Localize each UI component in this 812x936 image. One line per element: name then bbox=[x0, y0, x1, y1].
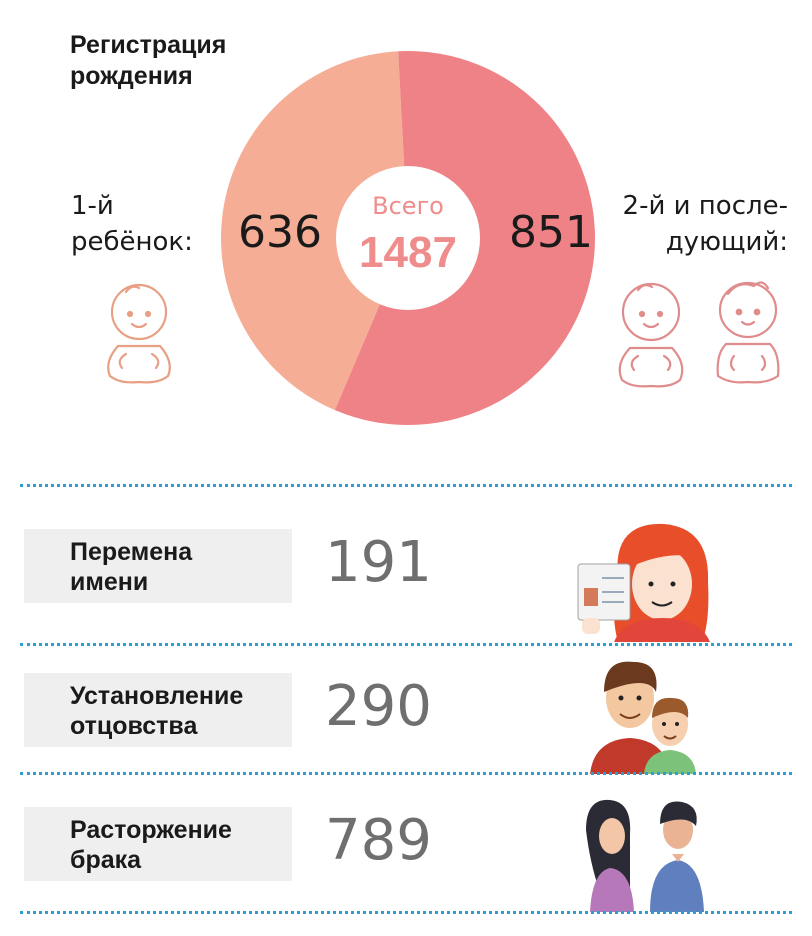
paternity-label: Установление отцовства bbox=[24, 673, 292, 747]
father-and-son-icon bbox=[590, 661, 696, 774]
baby-icon bbox=[618, 282, 684, 388]
baby-icon bbox=[107, 283, 171, 384]
slice-first-child bbox=[221, 51, 408, 411]
divider bbox=[20, 911, 792, 914]
total-label: Всего bbox=[372, 192, 444, 220]
first-child-label: 1-й ребёнок: bbox=[71, 191, 193, 257]
paternity-value: 290 bbox=[325, 674, 432, 739]
woman-with-passport-icon bbox=[577, 523, 710, 642]
second-child-label: 2-й и после- дующий: bbox=[622, 191, 788, 257]
divorce-value: 789 bbox=[325, 808, 432, 873]
total-value: 1487 bbox=[359, 228, 457, 277]
donut-chart bbox=[221, 51, 595, 426]
divorced-couple-icon bbox=[586, 799, 704, 912]
donut-hole bbox=[336, 166, 480, 310]
divider bbox=[20, 643, 792, 646]
name-change-label: Перемена имени bbox=[24, 529, 292, 603]
baby-icon bbox=[716, 281, 780, 384]
chart-title: Регистрация рождения bbox=[70, 31, 227, 90]
first-child-value: 636 bbox=[238, 207, 322, 258]
divorce-label: Расторжение брака bbox=[24, 807, 292, 881]
divider bbox=[20, 484, 792, 487]
name-change-value: 191 bbox=[325, 530, 432, 595]
second-child-value: 851 bbox=[509, 207, 593, 258]
divider bbox=[20, 772, 792, 775]
